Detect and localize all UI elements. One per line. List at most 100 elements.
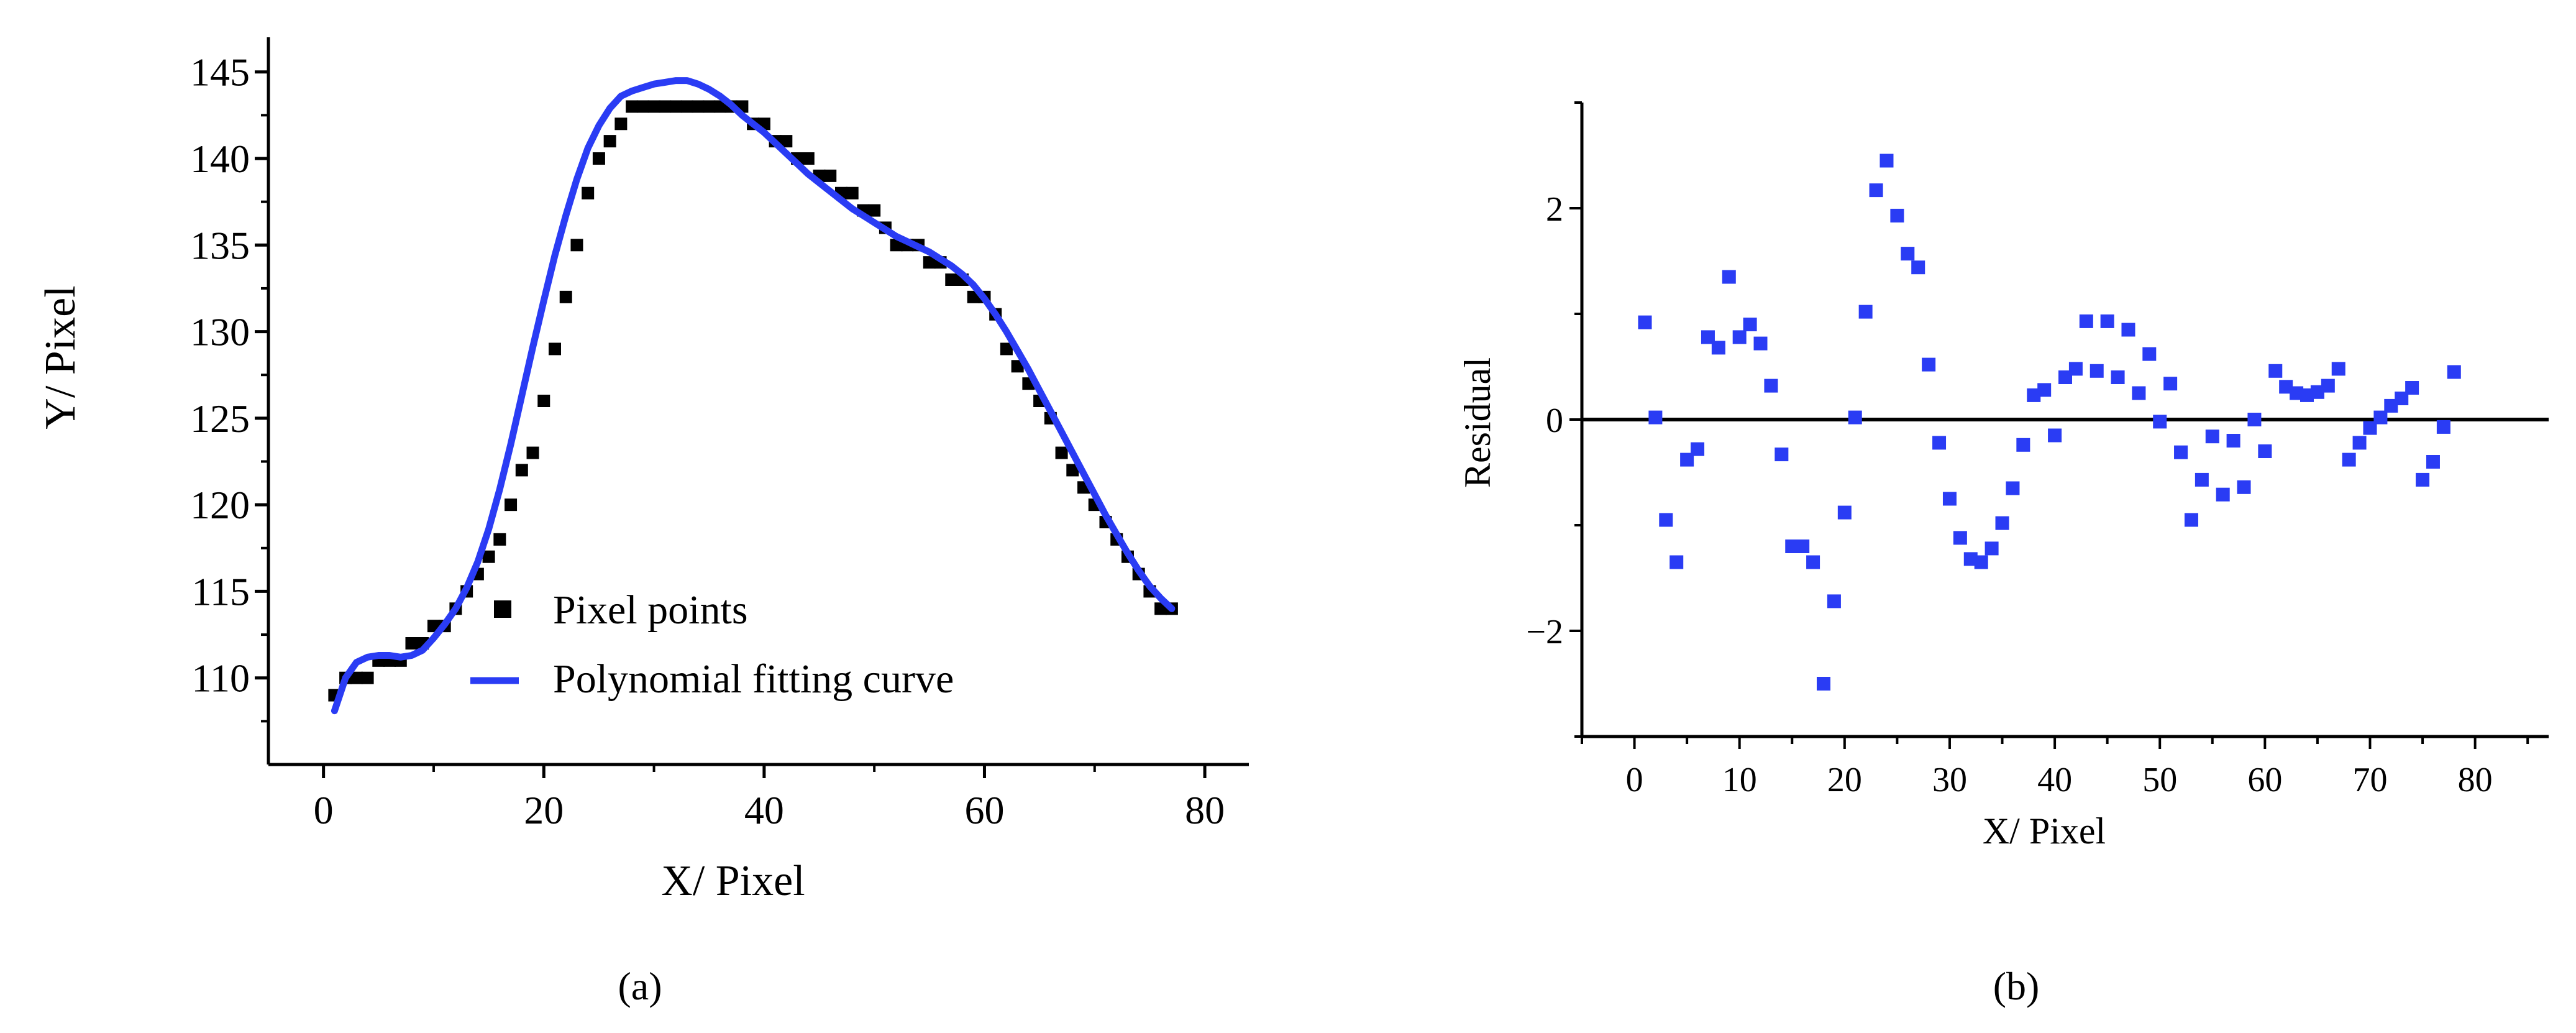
- residual-point: [2027, 388, 2041, 402]
- residual-point: [2205, 429, 2219, 444]
- x-tick-label: 0: [314, 788, 334, 832]
- x-tick-label: 20: [524, 788, 564, 832]
- x-tick-label: 80: [2458, 761, 2493, 799]
- y-tick-label: 135: [190, 223, 250, 267]
- residual-point: [1995, 516, 2009, 530]
- residual-point: [2079, 314, 2093, 328]
- legend-label-fitting-curve: Polynomial fitting curve: [553, 656, 954, 702]
- panel-a-y-title: Y/ Pixel: [37, 285, 84, 429]
- residual-point: [2111, 370, 2125, 384]
- residual-point: [2426, 455, 2440, 469]
- pixel-point: [780, 135, 793, 148]
- panel-a-legend: Pixel points Polynomial fitting curve: [470, 587, 954, 702]
- residual-point: [1911, 260, 1925, 275]
- residual-point: [2331, 362, 2345, 376]
- residual-point: [2163, 377, 2178, 391]
- panel-a-marks: [328, 77, 1178, 715]
- panel-a-label: (a): [618, 964, 662, 1008]
- pixel-point: [537, 395, 550, 407]
- residual-point: [1827, 594, 1841, 608]
- pixel-point: [505, 498, 518, 512]
- residual-point: [2132, 386, 2146, 400]
- residual-point: [1985, 541, 1999, 556]
- panel-b-x-title: X/ Pixel: [1983, 810, 2106, 852]
- x-tick-label: 50: [2142, 761, 2177, 799]
- pixel-point: [703, 100, 716, 113]
- panel-a-x-title: X/ Pixel: [661, 857, 805, 905]
- pixel-point: [659, 100, 672, 113]
- x-tick-label: 40: [2037, 761, 2072, 799]
- x-tick-label: 20: [1827, 761, 1862, 799]
- pixel-point: [846, 186, 859, 200]
- residual-point: [2258, 444, 2272, 458]
- pixel-point: [614, 117, 628, 131]
- residual-point: [1837, 505, 1852, 520]
- residual-point: [2100, 314, 2114, 328]
- residual-point: [2142, 347, 2157, 361]
- residual-point: [1785, 539, 1799, 553]
- residual-point: [2436, 420, 2450, 434]
- pixel-point: [713, 100, 726, 113]
- panel-b-y-title: Residual: [1457, 357, 1498, 488]
- residual-point: [1817, 677, 1830, 691]
- y-tick-label: 110: [191, 656, 250, 700]
- pixel-point: [405, 637, 418, 650]
- residual-point: [2300, 388, 2314, 402]
- pixel-point: [670, 100, 683, 113]
- residual-point: [2058, 370, 2072, 384]
- pixel-point: [923, 256, 936, 269]
- residual-point: [1869, 183, 1883, 198]
- residual-point: [1932, 436, 1947, 450]
- residual-point: [2279, 380, 2293, 394]
- residual-point: [2416, 472, 2430, 487]
- pixel-point: [570, 239, 583, 252]
- pixel-point: [1011, 360, 1024, 373]
- residual-point: [2121, 323, 2135, 337]
- residual-point: [2184, 513, 2198, 527]
- residual-point: [1848, 410, 1862, 425]
- y-tick-label: 145: [190, 50, 250, 94]
- pixel-point: [603, 135, 616, 148]
- y-tick-label: −2: [1526, 613, 1563, 651]
- x-tick-label: 70: [2352, 761, 2387, 799]
- y-tick-label: 0: [1546, 402, 1563, 440]
- panel-b-ticks: 0 10 20 30 40 50 60 70 80 −2 0 2: [1526, 101, 2529, 799]
- x-tick-label: 80: [1185, 788, 1225, 832]
- residual-point: [1680, 452, 1694, 467]
- pixel-point: [582, 186, 595, 200]
- y-tick-label: 125: [190, 397, 250, 441]
- residual-point: [1732, 330, 1747, 344]
- residual-point: [2290, 386, 2304, 400]
- residual-point: [2153, 415, 2167, 429]
- residual-point: [1659, 513, 1673, 527]
- pixel-point: [802, 152, 815, 165]
- x-tick-label: 30: [1932, 761, 1967, 799]
- panel-a-ticks: 0 20 40 60 80 110 115 120 125 130 135 140 145: [190, 50, 1225, 832]
- pixel-point: [361, 671, 374, 684]
- polynomial-fitting-curve: [331, 77, 1176, 715]
- pixel-point: [636, 100, 649, 113]
- residual-point: [2405, 381, 2419, 395]
- residual-point: [1701, 330, 1715, 344]
- residual-point: [1796, 539, 1810, 553]
- pixel-point: [945, 273, 958, 286]
- residual-point: [2447, 365, 2461, 379]
- residual-point: [1691, 442, 1705, 456]
- residual-point: [2342, 452, 2356, 467]
- residual-point: [1669, 555, 1684, 569]
- panel-b-chart: 0 10 20 30 40 50 60 70 80−202 X/ Pixel Residual …: [1457, 101, 2549, 1008]
- residual-point: [1764, 379, 1778, 393]
- residual-point: [1648, 410, 1663, 425]
- pixel-point: [515, 464, 528, 477]
- pixel-point: [824, 169, 837, 182]
- legend-label-pixel-points: Pixel points: [553, 587, 748, 633]
- residual-point: [1953, 531, 1967, 545]
- pixel-point: [592, 152, 605, 165]
- residual-point: [2373, 410, 2388, 425]
- y-tick-label: 140: [190, 137, 250, 181]
- y-tick-label: 115: [191, 569, 250, 613]
- pixel-point: [680, 100, 693, 113]
- residual-point: [2195, 472, 2209, 487]
- residual-point: [1806, 555, 1820, 569]
